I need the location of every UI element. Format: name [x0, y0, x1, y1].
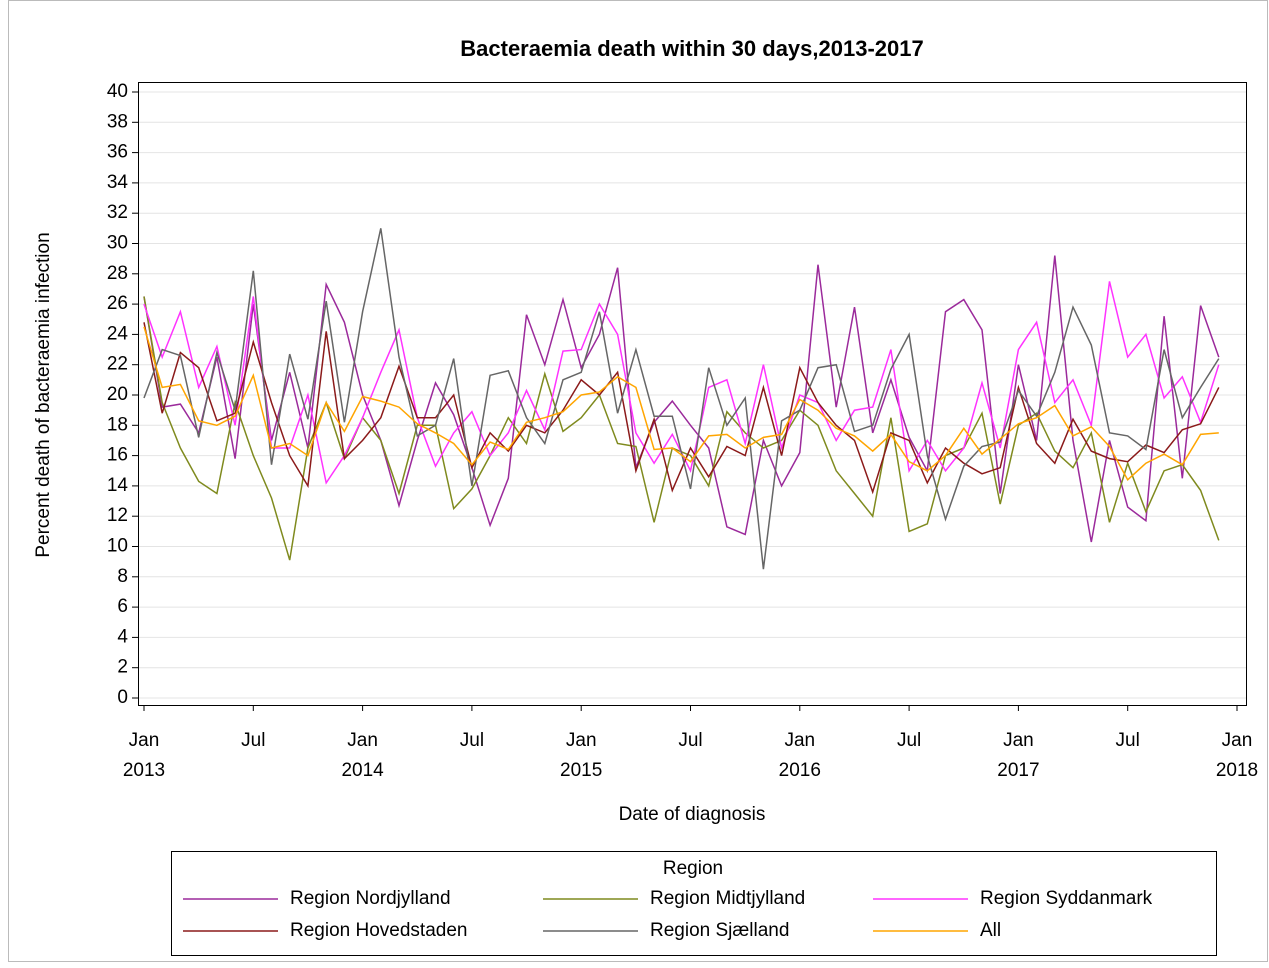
- y-tick-label: 38: [107, 111, 128, 132]
- legend-label: Region Hovedstaden: [290, 920, 467, 941]
- legend-label: Region Syddanmark: [980, 888, 1153, 909]
- outer-border: [8, 0, 1268, 962]
- legend-box: [171, 851, 1217, 956]
- x-tick-label: Jul: [678, 730, 702, 751]
- y-tick-label: 10: [107, 536, 128, 557]
- y-tick-label: 30: [107, 233, 128, 254]
- y-tick-label: 6: [117, 596, 128, 617]
- legend-title: Region: [663, 858, 723, 879]
- x-tick-label: 2013: [123, 760, 165, 781]
- legend-label: All: [980, 920, 1001, 941]
- x-tick-label: Jul: [897, 730, 921, 751]
- y-tick-label: 28: [107, 263, 128, 284]
- y-tick-label: 12: [107, 505, 128, 526]
- chart-title: Bacteraemia death within 30 days,2013-20…: [460, 36, 923, 61]
- x-tick-label: Jul: [460, 730, 484, 751]
- x-tick-label: Jan: [566, 730, 597, 751]
- x-tick-label: Jan: [1003, 730, 1034, 751]
- y-tick-label: 0: [117, 687, 128, 708]
- x-tick-label: 2014: [341, 760, 384, 781]
- x-tick-label: Jan: [784, 730, 815, 751]
- x-tick-label: Jan: [1222, 730, 1253, 751]
- x-axis-title: Date of diagnosis: [619, 804, 766, 825]
- y-tick-label: 32: [107, 202, 128, 223]
- x-tick-label: Jul: [1116, 730, 1140, 751]
- plot-frame: [138, 82, 1247, 706]
- series-line: [143, 322, 1220, 495]
- y-tick-label: 22: [107, 354, 128, 375]
- y-tick-label: 16: [107, 445, 128, 466]
- y-tick-label: 40: [107, 81, 128, 102]
- legend-label: Region Nordjylland: [290, 888, 451, 909]
- x-tick-label: Jan: [129, 730, 160, 751]
- y-tick-label: 34: [107, 172, 129, 193]
- y-tick-label: 20: [107, 384, 128, 405]
- x-tick-label: Jan: [347, 730, 378, 751]
- legend-label: Region Sjælland: [650, 920, 789, 941]
- x-tick-label: 2018: [1216, 760, 1258, 781]
- y-axis-title: Percent death of bacteraemia infection: [33, 232, 54, 557]
- series-line: [143, 296, 1220, 561]
- y-tick-label: 14: [107, 475, 129, 496]
- x-tick-label: 2017: [997, 760, 1039, 781]
- x-tick-label: Jul: [241, 730, 265, 751]
- y-tick-label: 18: [107, 414, 128, 435]
- series-line: [143, 326, 1219, 481]
- series-line: [143, 228, 1220, 570]
- y-tick-label: 24: [107, 323, 129, 344]
- x-tick-label: 2015: [560, 760, 602, 781]
- y-tick-label: 4: [117, 626, 128, 647]
- y-tick-label: 8: [117, 566, 128, 587]
- y-tick-label: 36: [107, 142, 128, 163]
- y-tick-label: 26: [107, 293, 128, 314]
- y-tick-label: 2: [117, 657, 128, 678]
- x-tick-label: 2016: [779, 760, 821, 781]
- legend-label: Region Midtjylland: [650, 888, 805, 909]
